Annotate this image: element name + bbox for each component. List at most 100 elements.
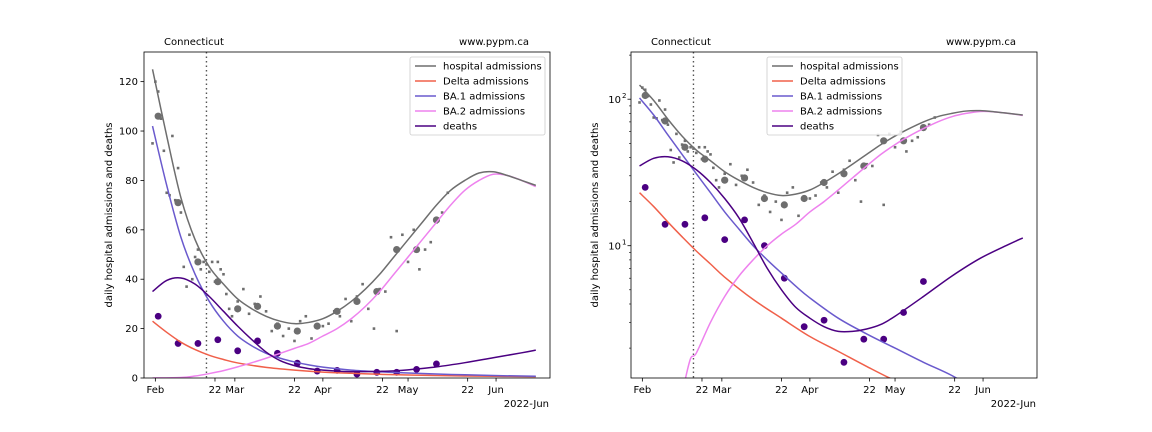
daily-admission-point [916,135,920,139]
daily-admission-point [714,178,718,182]
daily-death-point [800,323,808,331]
daily-admission-point [264,310,268,313]
series-line-ba2 [684,110,1023,378]
daily-admission-point [780,218,783,222]
daily-admission-point [683,139,687,143]
daily-admission-point [848,159,851,163]
x-tick-label: Feb [633,385,651,396]
daily-admission-point [361,282,364,286]
daily-admission-point [669,148,673,152]
right-x-axis-year-label: 2022-Jun [991,399,1036,410]
daily-admission-point [666,123,670,126]
legend-label-ba2: BA.2 admissions [800,107,882,118]
daily-admission-point [697,145,701,149]
weekly-admission-point [721,176,729,184]
daily-admission-point [230,314,234,318]
daily-admission-point [882,203,885,207]
left-chart-location-label: Connecticut [164,37,224,48]
daily-admission-point [814,194,817,197]
daily-admission-point [259,295,262,298]
right-plot-frame [630,51,1038,379]
left-x-axis-year-label: 2022-Jun [504,399,549,410]
x-tick-label: 22 [461,385,474,396]
y-tick-label: 100 [119,127,138,138]
daily-admission-point [247,312,251,316]
y-tick-label: 120 [119,77,138,88]
legend-box [409,56,546,136]
x-tick-label: Jun [974,385,991,396]
legend-label-hospital: hospital admissions [800,62,899,73]
daily-admission-point [859,200,863,203]
daily-admission-point [649,103,653,106]
left-plot-frame [143,51,551,379]
daily-admission-point [281,334,285,338]
daily-admission-point [293,339,296,343]
left-legend: hospital admissions Delta admissions BA.1 … [409,56,546,136]
series-line-delta [638,192,892,378]
daily-admission-point [287,327,291,330]
daily-admission-point [717,186,721,189]
daily-admission-point [216,260,220,264]
x-tick-label: Apr [801,385,819,396]
right-legend: hospital admissions Delta admissions BA.1 … [766,56,903,136]
daily-admission-point [185,285,188,288]
weekly-admission-point [661,117,669,125]
weekly-admission-point [800,194,808,203]
daily-admission-point [196,248,200,251]
daily-admission-point [219,268,222,271]
x-tick-label: 22 [209,385,222,396]
series-line-deaths [639,155,1024,333]
daily-admission-point [253,302,257,306]
right-chart-source-label: www.pypm.ca [946,37,1016,48]
daily-admission-point [643,88,647,92]
weekly-admission-point [194,258,202,266]
weekly-admission-point [780,201,788,209]
daily-admission-point [686,150,690,153]
legend-label-delta: Delta admissions [800,77,886,88]
x-tick-label: 22 [863,385,876,396]
daily-admission-point [797,214,800,218]
weekly-admission-point [234,305,242,313]
daily-admission-point [703,145,707,149]
daily-admission-point [871,164,874,168]
x-tick-label: 22 [775,385,788,396]
x-tick-label: Mar [225,385,245,396]
series-line-ba1 [151,125,536,378]
daily-admission-point [768,210,772,214]
y-tick-label: 10 [608,242,621,253]
y-tick-exponent: 2 [622,92,626,100]
daily-death-point [741,216,748,224]
right-y-axis-label: daily hospital admissions and deaths [590,122,601,307]
daily-death-point [661,220,669,228]
x-tick-label: Feb [146,385,164,396]
daily-admission-point [242,287,245,291]
daily-admission-point [808,197,812,200]
series-line-ba1 [638,97,958,378]
weekly-admission-point [253,302,262,310]
daily-admission-point [825,186,829,189]
daily-admission-point [675,132,678,136]
daily-admission-point [162,149,166,153]
daily-admission-point [677,156,681,159]
daily-death-point [920,278,927,285]
daily-death-point [154,312,162,320]
daily-admission-point [638,101,641,104]
daily-admission-point [663,108,667,111]
x-tick-label: 22 [948,385,961,396]
x-tick-label: Jun [487,385,504,396]
daily-admission-point [791,186,795,189]
weekly-admission-point [273,322,282,330]
series-line-hospital [151,69,537,325]
daily-admission-point [406,260,410,264]
daily-admission-point [202,260,205,264]
daily-admission-point [680,143,684,146]
daily-admission-point [423,248,427,251]
daily-death-point [681,220,689,228]
daily-admission-point [672,161,675,164]
daily-admission-point [199,268,203,271]
daily-admission-point [310,337,313,340]
weekly-admission-point [293,327,301,335]
daily-admission-point [349,319,353,323]
